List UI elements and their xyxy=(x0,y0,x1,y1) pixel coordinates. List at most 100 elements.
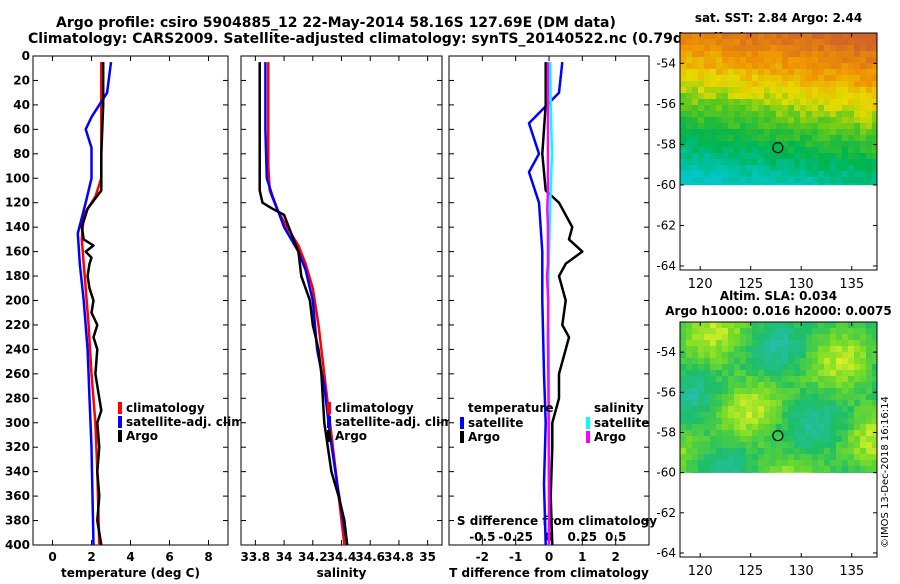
secondary-tick-label: -0.25 xyxy=(498,530,533,544)
series-line-argo xyxy=(258,62,349,546)
series-line-temperature-satellite xyxy=(527,61,564,546)
depth-tick-label: 340 xyxy=(5,465,30,479)
legend-label: satellite xyxy=(594,416,649,430)
imos-credit: ©IMOS 13-Dec-2018 16:16:14 xyxy=(880,396,891,548)
legend-label: climatology xyxy=(335,401,414,415)
depth-tick-label: 120 xyxy=(5,196,30,210)
lon-tick-label: 130 xyxy=(789,564,814,579)
x-axis-label: salinity xyxy=(317,566,367,580)
depth-tick-label: 0 xyxy=(22,49,30,63)
depth-tick-label: 180 xyxy=(5,269,30,283)
x-axis-label: T difference from climatology xyxy=(449,566,649,580)
lat-tick-label: -54 xyxy=(656,56,676,70)
x-tick-label: 1 xyxy=(578,550,586,564)
lat-tick-label: -60 xyxy=(656,178,676,192)
lon-tick-label: 120 xyxy=(688,277,713,292)
depth-tick-label: 400 xyxy=(5,538,30,552)
legend-swatch xyxy=(586,431,590,443)
x-tick-label: 6 xyxy=(165,550,173,564)
legend-label: Argo xyxy=(126,429,158,443)
lat-tick-label: -54 xyxy=(656,345,676,359)
lat-tick-label: -56 xyxy=(656,97,676,111)
depth-tick-label: 220 xyxy=(5,318,30,332)
legend-swatch xyxy=(460,431,464,443)
lat-tick-label: -62 xyxy=(656,506,676,520)
depth-tick-label: 360 xyxy=(5,489,30,503)
lat-tick-label: -60 xyxy=(656,466,676,480)
x-tick-label: 34.2 xyxy=(298,550,328,564)
legend-label: satellite-adj. clim. xyxy=(126,415,248,429)
secondary-tick-label: -0.5 xyxy=(469,530,495,544)
depth-tick-label: 300 xyxy=(5,416,30,430)
depth-tick-label: 260 xyxy=(5,367,30,381)
lat-tick-label: -58 xyxy=(656,425,676,439)
legend-swatch xyxy=(118,416,122,428)
legend-swatch xyxy=(460,417,464,429)
legend-label: Argo xyxy=(335,429,367,443)
x-tick-label: -2 xyxy=(476,550,489,564)
x-tick-label: 8 xyxy=(204,550,212,564)
x-axis-label: temperature (deg C) xyxy=(61,566,200,580)
salinity-profile-chart: 33.8 34 34.2 34.4 34.6 34.8 35 salinity climatol… xyxy=(240,55,457,580)
x-tick-label: 34.4 xyxy=(327,550,357,564)
map-frame-outline xyxy=(679,321,878,558)
sla-field-raster xyxy=(680,322,878,473)
series-line-salinity-argo xyxy=(545,62,551,545)
depth-tick-label: 80 xyxy=(13,147,30,161)
legend-title-temperature: temperature xyxy=(468,401,553,415)
x-tick-label: -1 xyxy=(509,550,522,564)
plot-frame xyxy=(32,55,229,546)
lat-tick-label: -62 xyxy=(656,218,676,232)
legend-swatch xyxy=(586,417,590,429)
depth-tick-label: 40 xyxy=(13,98,30,112)
legend-label: satellite xyxy=(468,416,523,430)
x-tick-label: 34.8 xyxy=(384,550,414,564)
depth-tick-label: 100 xyxy=(5,171,30,185)
depth-tick-label: 160 xyxy=(5,245,30,259)
depth-tick-label: 280 xyxy=(5,391,30,405)
legend-swatch xyxy=(327,402,331,414)
lat-tick-label: -64 xyxy=(656,259,676,273)
x-tick-label: 0 xyxy=(48,550,56,564)
map-title-line: Argo h1000: 0.016 h2000: 0.0075 xyxy=(665,304,892,318)
x-tick-label: 4 xyxy=(126,550,134,564)
figure-title-line-2: Climatology: CARS2009. Satellite-adjuste… xyxy=(28,31,746,47)
figure-title-line-1: Argo profile: csiro 5904885_12 22-May-20… xyxy=(56,15,616,31)
x-tick-label: 2 xyxy=(611,550,619,564)
depth-tick-label: 240 xyxy=(5,342,30,356)
legend-swatch xyxy=(327,430,331,442)
depth-tick-label: 60 xyxy=(13,122,30,136)
x-tick-label: 34 xyxy=(276,550,293,564)
legend-label: Argo xyxy=(468,430,500,444)
x-tick-label: 33.8 xyxy=(241,550,271,564)
legend-label: satellite-adj. clim. xyxy=(335,415,457,429)
depth-tick-label: 20 xyxy=(13,73,30,87)
legend-label: climatology xyxy=(126,401,205,415)
depth-tick-label: 200 xyxy=(5,294,30,308)
legend-label: Argo xyxy=(594,430,626,444)
lon-tick-label: 125 xyxy=(738,277,763,292)
map-title-line: Altim. SLA: 0.034 xyxy=(720,289,837,303)
lat-tick-label: -58 xyxy=(656,137,676,151)
secondary-axis-label: S difference from climatology xyxy=(457,514,657,528)
argo-location-marker xyxy=(772,430,784,442)
lon-tick-label: 135 xyxy=(839,564,864,579)
temperature-profile-chart: 0204060801001201401601802002202402602803… xyxy=(5,49,248,580)
series-line-argo xyxy=(80,62,105,546)
legend-swatch xyxy=(327,416,331,428)
depth-tick-label: 380 xyxy=(5,514,30,528)
legend-swatch xyxy=(118,402,122,414)
depth-tick-label: 320 xyxy=(5,440,30,454)
lon-tick-label: 135 xyxy=(839,277,864,292)
sst-field-raster xyxy=(680,33,878,186)
x-tick-label: 35 xyxy=(419,550,436,564)
argo-location-marker xyxy=(772,142,784,154)
legend-swatch xyxy=(118,430,122,442)
x-tick-label: 34.6 xyxy=(355,550,385,564)
sst-map: sat. SST: 2.84 Argo: 2.44 -54 -56 -58 -60 -62… xyxy=(656,11,878,292)
map-frame-outline xyxy=(679,32,878,271)
difference-profile-chart: -2 -1 0 1 2 T difference from climatology S di… xyxy=(448,55,657,580)
lon-tick-label: 120 xyxy=(688,564,713,579)
